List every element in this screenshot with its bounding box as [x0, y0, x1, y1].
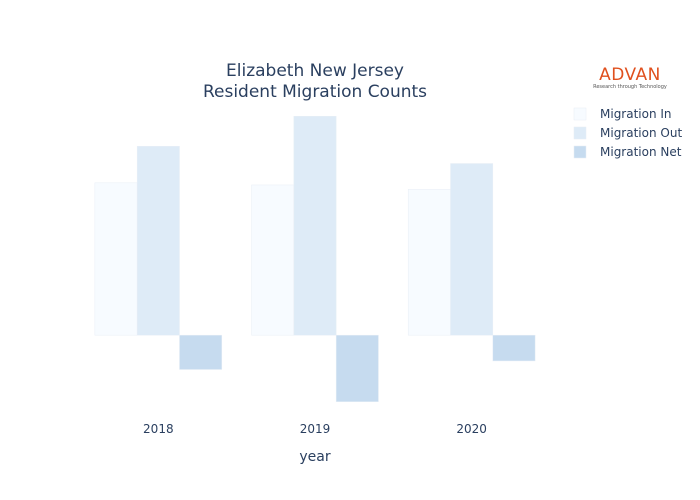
x-axis-title: year: [299, 449, 330, 465]
advan-logo: ADVAN Research through Technology: [588, 66, 672, 91]
x-tick-2019: 2019: [300, 422, 331, 436]
legend: Migration In Migration Out Migration Net: [573, 107, 682, 159]
legend-label-migration-out[interactable]: Migration Out: [600, 126, 682, 140]
x-tick-2020: 2020: [456, 422, 487, 436]
bar-migration-in-2019: [251, 184, 295, 336]
bar-migration-in-2018: [94, 182, 138, 336]
bar-migration-out-2018: [136, 146, 180, 336]
bar-migration-out-2020: [450, 163, 494, 336]
bar-migration-out-2019: [293, 116, 337, 336]
legend-label-migration-net[interactable]: Migration Net: [600, 145, 682, 159]
bar-migration-net-2019: [335, 334, 379, 402]
bars-group: [94, 116, 536, 402]
x-tick-labels: 2018 2019 2020: [143, 422, 487, 436]
bar-migration-net-2018: [179, 334, 223, 370]
logo-brand: ADVAN: [599, 65, 661, 85]
legend-label-migration-in[interactable]: Migration In: [600, 107, 672, 121]
legend-swatch-migration-net[interactable]: [573, 145, 587, 159]
chart-subtitle: Resident Migration Counts: [203, 82, 427, 102]
legend-swatch-migration-in[interactable]: [573, 107, 587, 121]
logo-tagline: Research through Technology: [593, 84, 667, 90]
bar-migration-net-2020: [492, 334, 536, 362]
chart-title: Elizabeth New Jersey: [226, 61, 404, 81]
x-tick-2018: 2018: [143, 422, 174, 436]
legend-swatch-migration-out[interactable]: [573, 126, 587, 140]
bar-migration-in-2020: [407, 189, 451, 336]
